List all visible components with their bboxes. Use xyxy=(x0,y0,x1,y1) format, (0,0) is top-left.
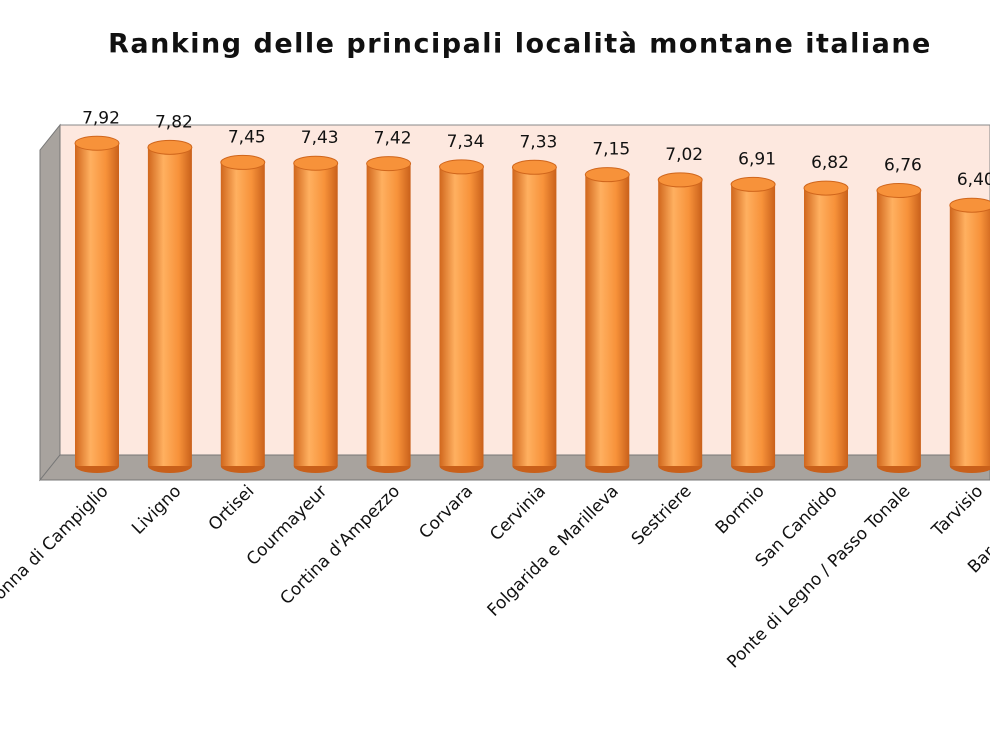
value-label: 7,33 xyxy=(519,132,557,152)
value-label: 6,76 xyxy=(884,156,922,176)
bar-top xyxy=(147,139,193,155)
value-label: 7,45 xyxy=(228,127,266,147)
bar-top xyxy=(949,197,990,213)
x-tick-label: Cervinia xyxy=(486,481,550,545)
value-label: 7,34 xyxy=(447,132,485,152)
bar-top xyxy=(730,176,776,192)
bar xyxy=(439,166,484,466)
bar xyxy=(876,190,921,466)
x-tick-label: Corvara xyxy=(415,481,477,543)
value-label: 7,42 xyxy=(374,129,412,149)
value-label: 7,92 xyxy=(82,108,120,128)
value-label: 7,82 xyxy=(155,112,193,132)
bar xyxy=(366,163,411,466)
bar-top xyxy=(74,135,120,151)
x-tick-label: Tarvisio xyxy=(927,481,987,541)
value-label: 7,02 xyxy=(665,145,703,165)
bar-top xyxy=(366,156,412,172)
bar xyxy=(804,188,848,466)
value-label: 6,91 xyxy=(738,149,776,169)
bar-top xyxy=(584,167,630,183)
bar-top xyxy=(876,183,922,199)
bar xyxy=(220,162,265,466)
bar xyxy=(949,205,990,466)
bar xyxy=(75,143,119,466)
chart-title: Ranking delle principali località montan… xyxy=(108,29,932,60)
bar xyxy=(512,167,557,467)
x-tick-label: Sestriere xyxy=(628,481,696,549)
bar-top xyxy=(803,180,849,196)
x-tick-label: Livigno xyxy=(128,481,185,538)
bar xyxy=(293,163,338,467)
x-tick-label: Ortisei xyxy=(205,481,259,535)
bar xyxy=(731,184,776,467)
side-wall xyxy=(39,123,61,482)
bar-top xyxy=(657,172,703,188)
x-tick-label: Bormio xyxy=(712,481,769,538)
x-tick-label: Madonna di Campiglio xyxy=(0,481,113,629)
value-label: 7,15 xyxy=(592,140,630,160)
x-tick-label: Folgarida e Marilleva xyxy=(484,481,623,620)
bar-top xyxy=(220,154,266,170)
bar xyxy=(658,179,703,466)
value-label: 7,43 xyxy=(301,128,339,148)
bar xyxy=(585,174,630,466)
value-label: 6,40 xyxy=(957,170,990,190)
bar-top xyxy=(511,159,557,175)
x-tick-label: Cortina d'Ampezzo xyxy=(277,481,405,609)
bar xyxy=(147,147,192,466)
value-label: 6,82 xyxy=(811,153,849,173)
bar-top xyxy=(439,159,484,175)
bar-top xyxy=(293,155,339,171)
